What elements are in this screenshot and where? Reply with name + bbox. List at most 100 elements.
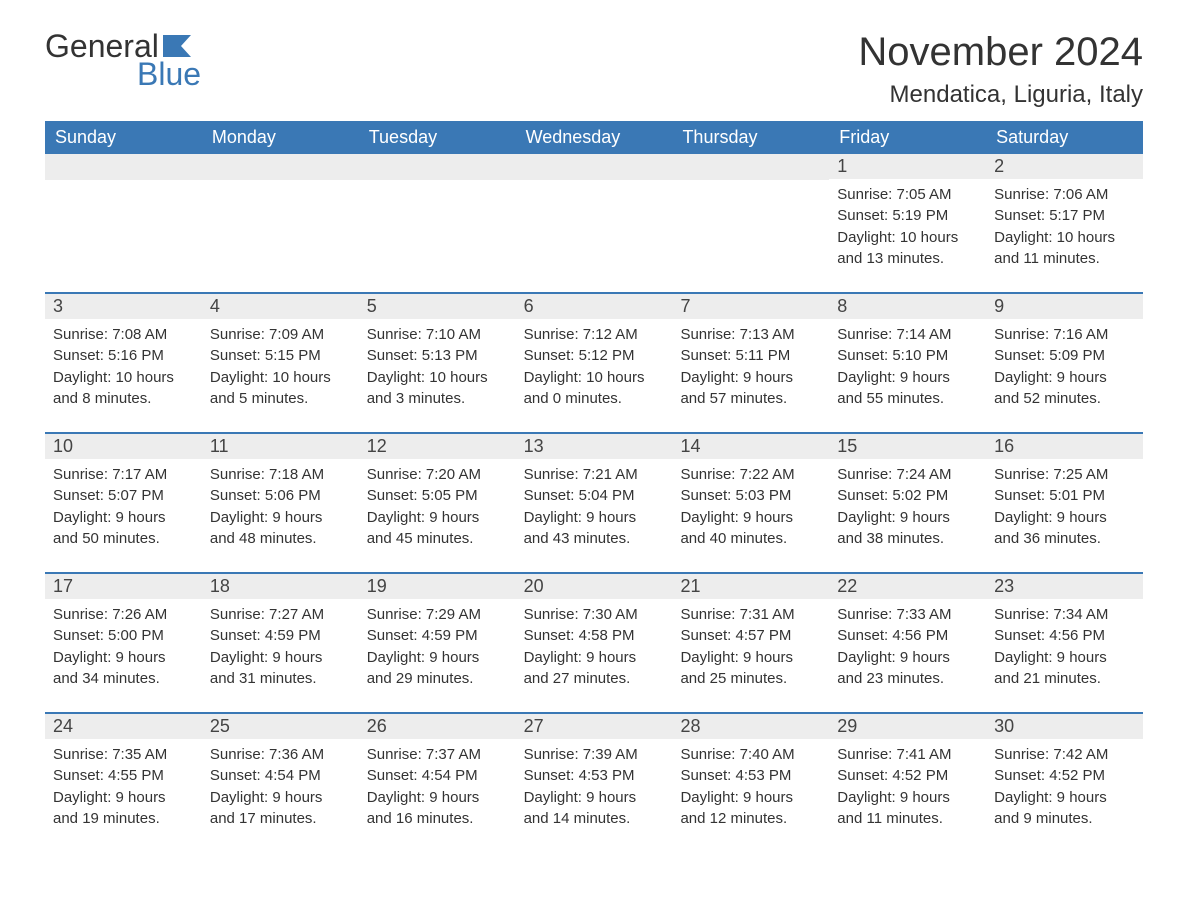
day-number: 7: [672, 294, 829, 319]
day-sunset: Sunset: 5:01 PM: [994, 486, 1135, 506]
week-row: 3Sunrise: 7:08 AMSunset: 5:16 PMDaylight…: [45, 292, 1143, 414]
day-daylight2: and 12 minutes.: [680, 809, 821, 829]
day-sunset: Sunset: 5:12 PM: [524, 346, 665, 366]
day-number: 8: [829, 294, 986, 319]
day-number: 2: [986, 154, 1143, 179]
day-body: Sunrise: 7:09 AMSunset: 5:15 PMDaylight:…: [202, 319, 359, 412]
day-body: Sunrise: 7:27 AMSunset: 4:59 PMDaylight:…: [202, 599, 359, 692]
day-body: Sunrise: 7:33 AMSunset: 4:56 PMDaylight:…: [829, 599, 986, 692]
day-body: Sunrise: 7:08 AMSunset: 5:16 PMDaylight:…: [45, 319, 202, 412]
week-row: 1Sunrise: 7:05 AMSunset: 5:19 PMDaylight…: [45, 154, 1143, 274]
day-body: Sunrise: 7:16 AMSunset: 5:09 PMDaylight:…: [986, 319, 1143, 412]
weekday-wednesday: Wednesday: [516, 121, 673, 154]
day-daylight1: Daylight: 9 hours: [210, 788, 351, 808]
day-daylight2: and 29 minutes.: [367, 669, 508, 689]
day-body: Sunrise: 7:35 AMSunset: 4:55 PMDaylight:…: [45, 739, 202, 832]
day-sunrise: Sunrise: 7:25 AM: [994, 465, 1135, 485]
day-sunset: Sunset: 4:59 PM: [367, 626, 508, 646]
day-daylight1: Daylight: 10 hours: [367, 368, 508, 388]
day-daylight1: Daylight: 9 hours: [994, 508, 1135, 528]
day-sunrise: Sunrise: 7:06 AM: [994, 185, 1135, 205]
day-sunrise: Sunrise: 7:41 AM: [837, 745, 978, 765]
day-number: 30: [986, 714, 1143, 739]
day-sunset: Sunset: 5:15 PM: [210, 346, 351, 366]
day-sunrise: Sunrise: 7:12 AM: [524, 325, 665, 345]
day-daylight1: Daylight: 9 hours: [680, 368, 821, 388]
day-sunset: Sunset: 5:09 PM: [994, 346, 1135, 366]
day-daylight1: Daylight: 9 hours: [837, 508, 978, 528]
day-cell: 3Sunrise: 7:08 AMSunset: 5:16 PMDaylight…: [45, 294, 202, 414]
day-sunrise: Sunrise: 7:08 AM: [53, 325, 194, 345]
day-cell: 8Sunrise: 7:14 AMSunset: 5:10 PMDaylight…: [829, 294, 986, 414]
day-daylight2: and 9 minutes.: [994, 809, 1135, 829]
logo-word2: Blue: [137, 58, 201, 90]
day-cell: 18Sunrise: 7:27 AMSunset: 4:59 PMDayligh…: [202, 574, 359, 694]
day-body: Sunrise: 7:13 AMSunset: 5:11 PMDaylight:…: [672, 319, 829, 412]
page-title: November 2024: [858, 30, 1143, 75]
day-sunset: Sunset: 5:19 PM: [837, 206, 978, 226]
weekday-sunday: Sunday: [45, 121, 202, 154]
day-daylight1: Daylight: 9 hours: [524, 788, 665, 808]
day-number: 11: [202, 434, 359, 459]
day-sunrise: Sunrise: 7:40 AM: [680, 745, 821, 765]
day-daylight2: and 38 minutes.: [837, 529, 978, 549]
day-cell: 21Sunrise: 7:31 AMSunset: 4:57 PMDayligh…: [672, 574, 829, 694]
day-daylight1: Daylight: 9 hours: [994, 788, 1135, 808]
day-daylight1: Daylight: 9 hours: [680, 788, 821, 808]
day-sunset: Sunset: 5:04 PM: [524, 486, 665, 506]
day-daylight1: Daylight: 9 hours: [837, 368, 978, 388]
day-sunset: Sunset: 5:02 PM: [837, 486, 978, 506]
empty-day-bar: [202, 154, 359, 180]
day-daylight2: and 43 minutes.: [524, 529, 665, 549]
calendar: Sunday Monday Tuesday Wednesday Thursday…: [45, 121, 1143, 834]
empty-cell: [359, 154, 516, 274]
weekday-saturday: Saturday: [986, 121, 1143, 154]
day-daylight1: Daylight: 9 hours: [680, 648, 821, 668]
day-number: 23: [986, 574, 1143, 599]
day-daylight2: and 11 minutes.: [837, 809, 978, 829]
day-cell: 15Sunrise: 7:24 AMSunset: 5:02 PMDayligh…: [829, 434, 986, 554]
day-sunrise: Sunrise: 7:10 AM: [367, 325, 508, 345]
day-number: 1: [829, 154, 986, 179]
day-daylight2: and 34 minutes.: [53, 669, 194, 689]
day-sunrise: Sunrise: 7:29 AM: [367, 605, 508, 625]
day-body: Sunrise: 7:10 AMSunset: 5:13 PMDaylight:…: [359, 319, 516, 412]
day-sunrise: Sunrise: 7:22 AM: [680, 465, 821, 485]
empty-cell: [45, 154, 202, 274]
day-sunset: Sunset: 4:57 PM: [680, 626, 821, 646]
day-body: Sunrise: 7:17 AMSunset: 5:07 PMDaylight:…: [45, 459, 202, 552]
day-sunrise: Sunrise: 7:26 AM: [53, 605, 194, 625]
day-body: Sunrise: 7:29 AMSunset: 4:59 PMDaylight:…: [359, 599, 516, 692]
empty-cell: [202, 154, 359, 274]
day-number: 12: [359, 434, 516, 459]
day-daylight2: and 21 minutes.: [994, 669, 1135, 689]
day-number: 29: [829, 714, 986, 739]
week-row: 17Sunrise: 7:26 AMSunset: 5:00 PMDayligh…: [45, 572, 1143, 694]
day-sunrise: Sunrise: 7:30 AM: [524, 605, 665, 625]
day-sunset: Sunset: 5:07 PM: [53, 486, 194, 506]
day-cell: 7Sunrise: 7:13 AMSunset: 5:11 PMDaylight…: [672, 294, 829, 414]
day-daylight1: Daylight: 9 hours: [680, 508, 821, 528]
day-daylight1: Daylight: 9 hours: [524, 648, 665, 668]
week-row: 24Sunrise: 7:35 AMSunset: 4:55 PMDayligh…: [45, 712, 1143, 834]
day-daylight1: Daylight: 10 hours: [53, 368, 194, 388]
day-sunrise: Sunrise: 7:33 AM: [837, 605, 978, 625]
day-sunrise: Sunrise: 7:39 AM: [524, 745, 665, 765]
day-daylight1: Daylight: 9 hours: [994, 648, 1135, 668]
location-text: Mendatica, Liguria, Italy: [858, 81, 1143, 109]
day-daylight2: and 8 minutes.: [53, 389, 194, 409]
day-daylight1: Daylight: 10 hours: [524, 368, 665, 388]
weekday-thursday: Thursday: [672, 121, 829, 154]
weekday-tuesday: Tuesday: [359, 121, 516, 154]
empty-day-bar: [359, 154, 516, 180]
day-daylight1: Daylight: 9 hours: [210, 508, 351, 528]
day-number: 13: [516, 434, 673, 459]
day-sunset: Sunset: 4:56 PM: [994, 626, 1135, 646]
day-daylight1: Daylight: 10 hours: [210, 368, 351, 388]
day-daylight2: and 50 minutes.: [53, 529, 194, 549]
day-sunset: Sunset: 4:59 PM: [210, 626, 351, 646]
day-body: Sunrise: 7:05 AMSunset: 5:19 PMDaylight:…: [829, 179, 986, 272]
day-daylight2: and 5 minutes.: [210, 389, 351, 409]
day-body: Sunrise: 7:39 AMSunset: 4:53 PMDaylight:…: [516, 739, 673, 832]
day-sunrise: Sunrise: 7:27 AM: [210, 605, 351, 625]
